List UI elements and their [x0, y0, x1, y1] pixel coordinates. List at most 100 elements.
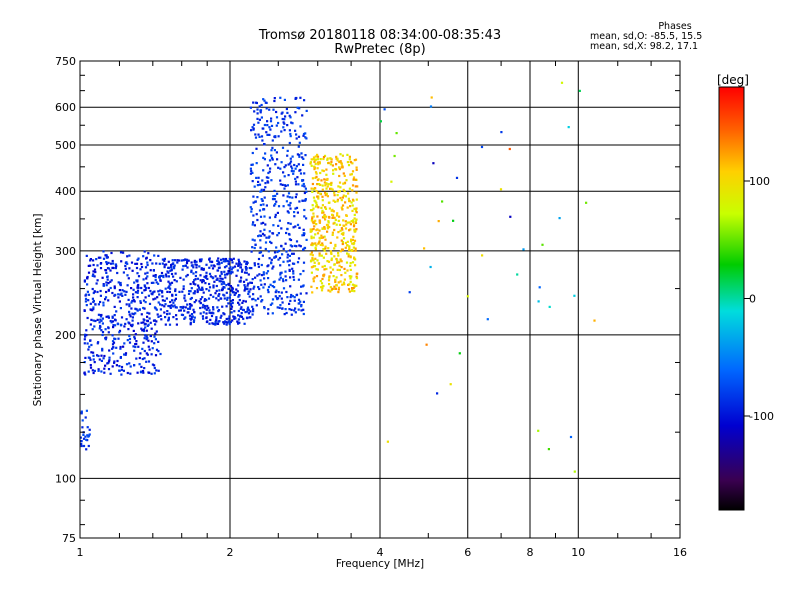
data-point: [189, 297, 192, 301]
data-point: [143, 323, 146, 326]
data-point: [126, 274, 129, 277]
data-point: [486, 318, 489, 321]
data-point: [327, 161, 330, 164]
data-point: [274, 163, 277, 166]
data-point: [298, 153, 301, 157]
data-point: [286, 253, 289, 256]
data-point: [232, 315, 235, 318]
data-point: [87, 444, 90, 448]
data-point: [318, 252, 321, 255]
data-point: [293, 244, 296, 247]
data-point: [229, 303, 233, 307]
data-point: [191, 315, 194, 318]
data-point: [97, 341, 100, 344]
data-point: [348, 200, 351, 203]
data-point: [301, 114, 304, 117]
data-point: [112, 324, 115, 327]
data-point: [231, 319, 234, 322]
x-tick-label: 16: [673, 546, 687, 559]
data-point: [263, 158, 266, 161]
data-point: [240, 263, 243, 266]
data-point: [297, 163, 300, 166]
data-point: [302, 134, 305, 137]
data-point: [341, 283, 344, 286]
data-point: [289, 135, 292, 138]
data-point: [280, 227, 283, 230]
data-point: [130, 307, 133, 310]
data-point: [217, 266, 220, 269]
data-point: [133, 349, 136, 352]
data-point: [347, 255, 350, 258]
data-point: [113, 361, 116, 364]
data-point: [83, 338, 86, 341]
data-point: [201, 306, 204, 309]
data-point: [300, 152, 303, 155]
data-point: [355, 275, 358, 278]
data-point: [98, 321, 101, 324]
data-point: [280, 291, 283, 294]
data-point: [140, 321, 143, 324]
data-point: [329, 266, 332, 269]
chart-subtitle-instrument: RwPretec (8p): [334, 42, 426, 57]
data-point: [351, 242, 354, 245]
data-point: [95, 258, 98, 261]
data-point: [186, 266, 189, 269]
data-point: [161, 299, 164, 302]
data-point: [302, 248, 305, 251]
data-point: [163, 263, 166, 266]
data-point: [81, 419, 84, 422]
data-point: [148, 302, 152, 305]
data-point: [304, 187, 307, 190]
data-point: [263, 123, 266, 127]
data-point: [196, 277, 200, 280]
data-point: [254, 200, 257, 203]
data-point: [128, 310, 131, 313]
data-point: [347, 288, 351, 291]
data-point: [355, 277, 359, 280]
data-point: [265, 176, 268, 179]
data-point: [260, 103, 263, 107]
data-point: [214, 320, 217, 323]
data-point: [116, 271, 119, 275]
data-point: [274, 194, 277, 197]
data-point: [314, 257, 317, 260]
colorbar-unit-label: [deg]: [717, 73, 749, 87]
data-point: [313, 265, 317, 268]
data-point: [176, 259, 179, 262]
data-point: [267, 171, 270, 175]
data-point: [247, 273, 250, 276]
data-point: [247, 312, 250, 315]
data-point: [432, 162, 435, 165]
data-point: [340, 161, 343, 165]
data-point: [287, 174, 290, 177]
data-point: [256, 274, 259, 277]
data-point: [144, 272, 147, 275]
data-point: [144, 334, 147, 337]
data-point: [223, 273, 227, 276]
data-point: [86, 342, 89, 345]
phase-stat-o-mode: mean, sd,O: -85.5, 15.5: [590, 31, 703, 42]
data-point: [208, 311, 211, 314]
data-point: [113, 314, 116, 317]
data-point: [159, 289, 162, 292]
data-point: [261, 232, 265, 235]
data-point: [229, 272, 232, 275]
data-point: [326, 260, 329, 263]
data-point: [279, 304, 282, 307]
data-point: [287, 163, 290, 166]
data-point: [85, 438, 88, 441]
data-point: [274, 213, 277, 216]
data-point: [293, 211, 296, 214]
data-point: [225, 284, 228, 287]
data-point: [192, 282, 195, 285]
data-point: [340, 232, 343, 235]
data-point: [238, 280, 241, 283]
data-point: [290, 170, 293, 173]
data-point: [314, 200, 317, 203]
data-point: [143, 289, 146, 292]
data-point: [89, 323, 92, 326]
data-point: [270, 124, 274, 127]
data-point: [250, 210, 253, 213]
data-point: [89, 264, 92, 267]
data-point: [179, 306, 182, 309]
